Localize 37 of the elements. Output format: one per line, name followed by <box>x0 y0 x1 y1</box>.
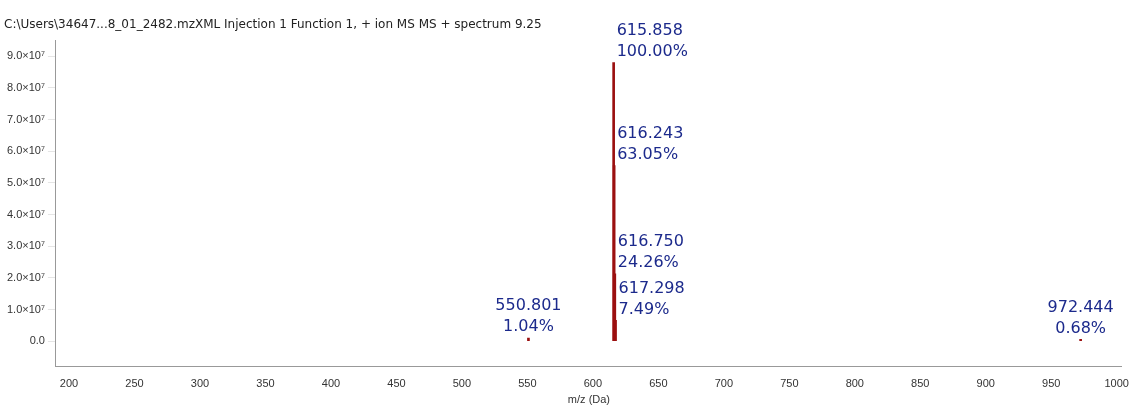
annotation: 550.801 1.04% <box>495 295 562 336</box>
y-tick-label: 0.0 <box>29 334 45 347</box>
annotation: 617.298 7.49% <box>618 277 685 318</box>
y-tick-label: 4.0×10⁷ <box>6 207 45 220</box>
y-tick-label: 5.0×10⁷ <box>6 175 45 188</box>
y-tick-label: 6.0×10⁷ <box>6 144 45 157</box>
x-tick-label: 800 <box>845 377 864 390</box>
x-tick-label: 250 <box>125 377 144 390</box>
annotation: 615.858 100.00% <box>616 19 688 60</box>
x-tick-label: 400 <box>321 377 341 390</box>
x-tick-label: 950 <box>1042 377 1061 390</box>
x-tick-label: 850 <box>911 377 930 390</box>
annotation: 972.444 0.68% <box>1047 296 1114 337</box>
x-tick-label: 350 <box>256 377 275 390</box>
annotation: 616.243 63.05% <box>617 122 684 163</box>
x-tick-label: 300 <box>190 377 210 390</box>
bar <box>527 337 530 342</box>
x-tick-label: 900 <box>976 377 995 390</box>
bar <box>1079 339 1082 342</box>
x-tick-label: 500 <box>452 377 472 390</box>
x-tick-label: 1000 <box>1104 377 1129 390</box>
x-tick-label: 600 <box>583 377 603 390</box>
y-tick-label: 2.0×10⁷ <box>6 270 45 283</box>
y-tick-label: 3.0×10⁷ <box>6 239 45 252</box>
y-tick-label: 9.0×10⁷ <box>6 49 45 62</box>
x-tick-label: 750 <box>780 377 799 390</box>
y-tick-label: 7.0×10⁷ <box>6 112 45 125</box>
x-tick-label: 200 <box>59 377 79 390</box>
y-tick-label: 1.0×10⁷ <box>6 302 45 315</box>
chart-title: C:\Users\34647...8_01_2482.mzXML Injection 1 Function 1, + ion MS MS + spectrum 9.25 <box>4 17 542 32</box>
x-tick-label: 650 <box>649 377 668 390</box>
x-tick-label: 550 <box>518 377 537 390</box>
x-axis-title: m/z (Da) <box>567 393 611 406</box>
x-tick-label: 450 <box>387 377 406 390</box>
y-tick-label: 8.0×10⁷ <box>6 80 45 93</box>
x-tick-label: 700 <box>714 377 734 390</box>
annotation: 616.750 24.26% <box>617 230 684 271</box>
